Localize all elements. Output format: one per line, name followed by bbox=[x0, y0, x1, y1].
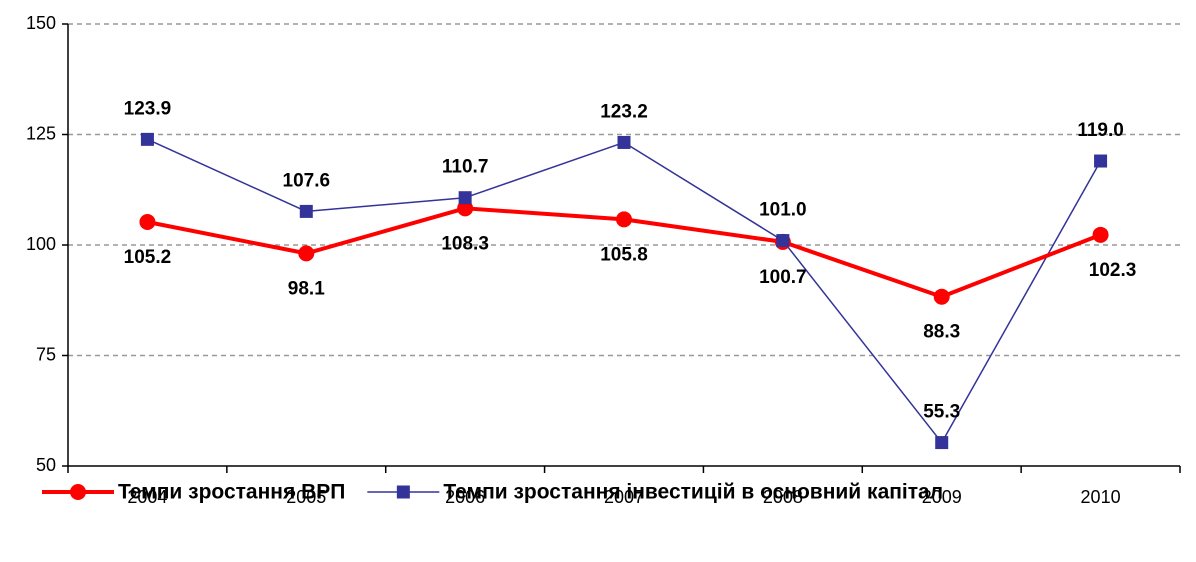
point bbox=[776, 234, 790, 248]
point bbox=[299, 204, 313, 218]
point bbox=[933, 288, 950, 305]
y-tick-label: 100 bbox=[26, 234, 56, 254]
data-label: 110.7 bbox=[442, 157, 489, 178]
point bbox=[298, 245, 315, 262]
data-label: 98.1 bbox=[288, 278, 325, 299]
point bbox=[140, 132, 154, 146]
legend-marker bbox=[70, 484, 86, 500]
x-tick-label: 2010 bbox=[1081, 487, 1121, 507]
data-label: 55.3 bbox=[923, 402, 960, 423]
data-label: 88.3 bbox=[923, 322, 960, 343]
legend-label: Темпи зростання інвестицій в основний ка… bbox=[443, 481, 943, 504]
data-label: 119.0 bbox=[1077, 120, 1124, 141]
point bbox=[617, 135, 631, 149]
point bbox=[1094, 154, 1108, 168]
legend-marker bbox=[396, 485, 410, 499]
x-tick-label: 2007 bbox=[604, 487, 644, 507]
data-label: 101.0 bbox=[759, 200, 807, 221]
data-label: 108.3 bbox=[441, 233, 489, 254]
x-tick-label: 2004 bbox=[127, 487, 167, 507]
data-label: 105.2 bbox=[124, 247, 172, 268]
x-tick-label: 2008 bbox=[763, 487, 803, 507]
point bbox=[458, 191, 472, 205]
x-tick-label: 2006 bbox=[445, 487, 485, 507]
point bbox=[139, 214, 156, 231]
data-label: 123.2 bbox=[600, 101, 648, 122]
data-label: 123.9 bbox=[124, 98, 172, 119]
point bbox=[935, 436, 949, 450]
y-tick-label: 125 bbox=[26, 123, 56, 143]
data-label: 102.3 bbox=[1089, 260, 1137, 281]
data-label: 105.8 bbox=[600, 244, 648, 265]
data-label: 100.7 bbox=[759, 267, 807, 288]
y-tick-label: 50 bbox=[36, 455, 56, 475]
y-tick-label: 75 bbox=[36, 344, 56, 364]
x-tick-label: 2005 bbox=[286, 487, 326, 507]
x-tick-label: 2009 bbox=[922, 487, 962, 507]
legend-label: Темпи зростання ВРП bbox=[118, 481, 345, 504]
point bbox=[616, 211, 632, 228]
data-label: 107.6 bbox=[283, 170, 331, 191]
y-tick-label: 150 bbox=[26, 13, 56, 33]
point bbox=[1092, 226, 1109, 243]
point bbox=[457, 200, 474, 217]
